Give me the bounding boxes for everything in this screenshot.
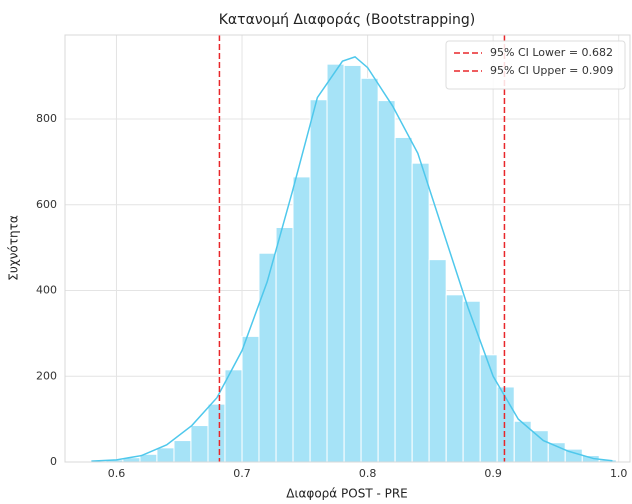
- bar: [530, 430, 549, 463]
- legend: [445, 40, 626, 90]
- bar: [258, 252, 277, 463]
- x-axis-label: Διαφορά POST - PRE: [286, 487, 408, 501]
- bar: [207, 403, 226, 463]
- bar: [394, 136, 413, 463]
- bar: [309, 99, 328, 463]
- x-tick-label: 0.7: [233, 467, 251, 480]
- legend-label: 95% CI Lower = 0.682: [490, 46, 613, 59]
- bar: [428, 259, 447, 463]
- plot-frame: [64, 34, 631, 463]
- bar: [224, 369, 243, 463]
- kde-line: [91, 56, 613, 462]
- bar: [445, 294, 464, 463]
- y-tick-label: 600: [36, 198, 57, 211]
- y-tick-label: 800: [36, 112, 57, 125]
- x-tick-label: 0.8: [359, 467, 377, 480]
- bar: [275, 226, 294, 463]
- y-tick-label: 0: [50, 455, 57, 468]
- legend-label: 95% CI Upper = 0.909: [490, 64, 613, 77]
- x-tick-label: 1.0: [610, 467, 628, 480]
- y-tick-label: 200: [36, 369, 57, 382]
- chart-title: Κατανομή Διαφοράς (Bootstrapping): [219, 12, 476, 28]
- y-axis-label: Συχνότητα: [7, 215, 21, 281]
- bar: [292, 176, 311, 463]
- bar: [326, 63, 345, 463]
- bar: [360, 77, 379, 463]
- bar: [343, 64, 362, 463]
- bar: [462, 300, 481, 463]
- bar: [156, 447, 175, 463]
- bar: [241, 335, 260, 463]
- bar: [411, 162, 430, 463]
- x-tick-label: 0.6: [108, 467, 126, 480]
- x-tick-label: 0.9: [484, 467, 502, 480]
- bar: [173, 440, 192, 463]
- bar: [377, 100, 396, 463]
- bar: [479, 354, 498, 463]
- bar: [190, 425, 209, 463]
- y-tick-label: 400: [36, 284, 57, 297]
